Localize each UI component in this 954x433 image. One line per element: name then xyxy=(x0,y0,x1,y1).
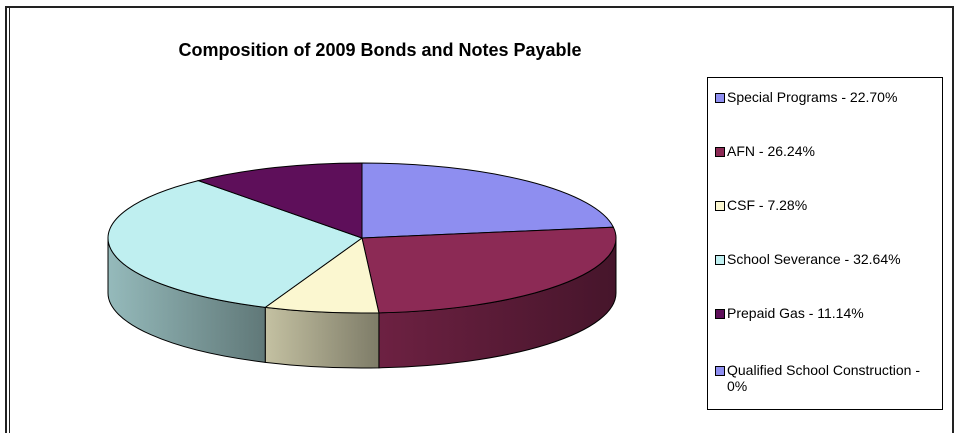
legend-swatch xyxy=(715,147,725,157)
frame-border-left xyxy=(5,6,10,433)
legend-label: AFN - 26.24% xyxy=(727,143,815,159)
pie-slice-3 xyxy=(107,180,364,308)
frame-border-right xyxy=(952,6,954,433)
legend-label: CSF - 7.28% xyxy=(727,197,808,213)
legend: Special Programs - 22.70% AFN - 26.24% CSF… xyxy=(707,77,943,410)
pie-slice-0 xyxy=(361,162,615,239)
pie-slice-1 xyxy=(361,226,617,314)
legend-label: Special Programs - 22.70% xyxy=(727,89,898,105)
legend-swatch xyxy=(715,255,725,265)
legend-item: Special Programs - 22.70% xyxy=(715,89,942,105)
legend-swatch xyxy=(715,93,725,103)
legend-item: CSF - 7.28% xyxy=(715,197,942,213)
legend-swatch xyxy=(715,201,725,211)
legend-label: Qualified School Construction - 0% xyxy=(727,362,920,394)
pie-slice-2 xyxy=(263,237,380,314)
legend-item: Prepaid Gas - 11.14% xyxy=(715,305,942,321)
pie-slice-side-2 xyxy=(264,306,380,369)
legend-label: Prepaid Gas - 11.14% xyxy=(727,305,864,321)
legend-label: School Severance - 32.64% xyxy=(727,251,901,267)
legend-item: School Severance - 32.64% xyxy=(715,251,942,267)
legend-item: Qualified School Construction - 0% xyxy=(715,362,942,394)
pie-slice-4 xyxy=(196,162,363,239)
chart-title: Composition of 2009 Bonds and Notes Paya… xyxy=(178,40,582,60)
legend-item: AFN - 26.24% xyxy=(715,143,942,159)
legend-swatch xyxy=(715,309,725,319)
legend-swatch xyxy=(715,366,725,376)
frame-border-top xyxy=(5,6,954,8)
